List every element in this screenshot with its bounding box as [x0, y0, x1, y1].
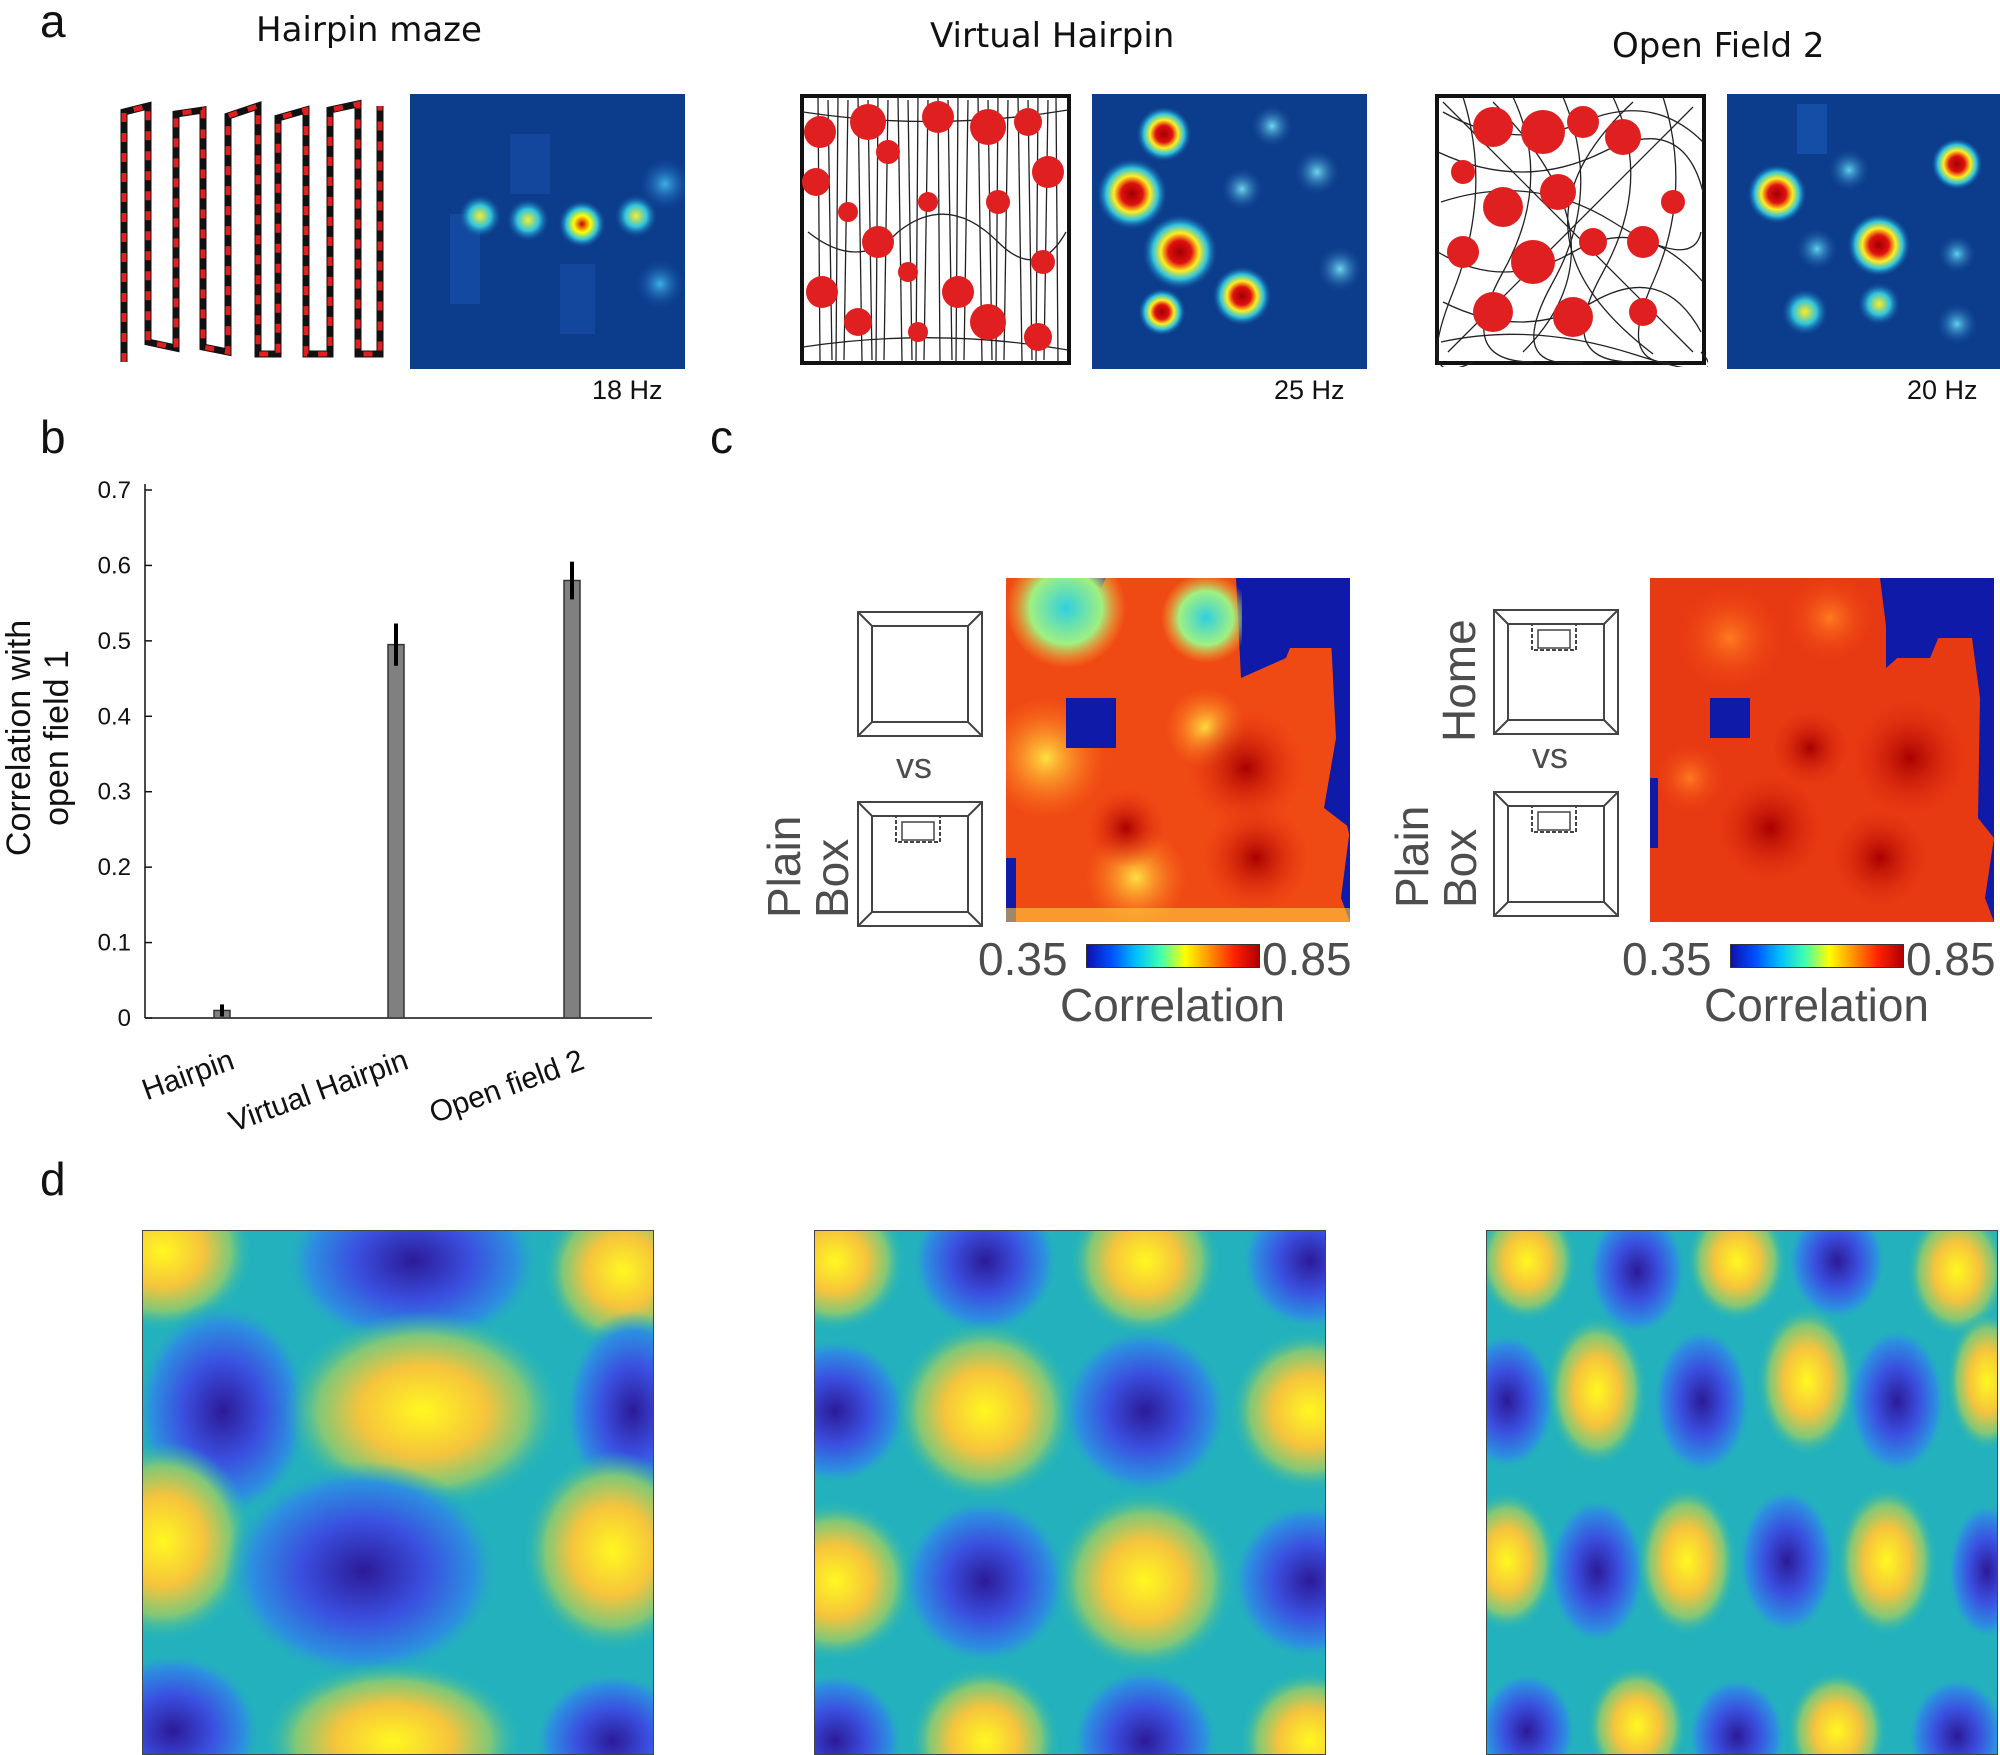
arena-label-right-line2: Box	[1434, 828, 1486, 908]
y-axis-label-line1: Correlation with	[0, 619, 38, 857]
peak-rate-virtual-hairpin: 25 Hz	[1274, 375, 1345, 405]
trajectory-virtual-hairpin	[798, 92, 1073, 367]
y-tick-label-4: 0.4	[98, 703, 131, 730]
y-tick-label-6: 0.6	[98, 552, 131, 579]
y-tick-label-5: 0.5	[98, 628, 131, 655]
arena-label-left-line2: Box	[806, 838, 858, 918]
colorbar-right	[1730, 944, 1904, 968]
arena-label-left: Plain Box	[758, 815, 858, 918]
condition-title-open-field-2: Open Field 2	[1612, 26, 1825, 66]
x-tick-label-1: Virtual Hairpin	[225, 1044, 413, 1139]
colorbar-right-min: 0.35	[1622, 933, 1712, 985]
bar-2	[563, 579, 581, 1019]
y-tick-label-1: 0.1	[98, 930, 131, 957]
trajectory-hairpin	[118, 92, 393, 367]
bar-1	[387, 643, 405, 1019]
colorbar-right-max: 0.85	[1906, 933, 1996, 985]
arena-label-right-top: Home	[1433, 619, 1485, 742]
colorbar-left-min: 0.35	[978, 933, 1068, 985]
correlation-map-left	[1006, 578, 1350, 922]
rate-map-virtual-hairpin	[1092, 94, 1367, 369]
panel-letter-d: d	[40, 1153, 66, 1205]
rate-map-open-field-2	[1727, 94, 2000, 369]
y-axis-label: Correlation with open field 1	[0, 588, 76, 888]
y-axis-label-line2: open field 1	[38, 650, 76, 826]
peak-rate-open-field-2: 20 Hz	[1907, 375, 1978, 405]
arena-label-right-line1: Plain	[1386, 805, 1438, 908]
condition-title-virtual-hairpin: Virtual Hairpin	[930, 16, 1175, 56]
colorbar-right-label: Correlation	[1704, 979, 1929, 1031]
grid-pattern-3	[1486, 1230, 1998, 1755]
arena-icon-left-top	[856, 610, 984, 743]
grid-pattern-2	[814, 1230, 1326, 1755]
grid-pattern-1	[142, 1230, 654, 1755]
panel-letter-b: b	[40, 411, 66, 463]
x-tick-label-2: Open field 2	[425, 1044, 588, 1130]
y-tick-label-7: 0.7	[98, 477, 131, 504]
panel-letter-a: a	[40, 0, 66, 47]
colorbar-left	[1086, 944, 1260, 968]
condition-title-hairpin: Hairpin maze	[256, 10, 482, 50]
vs-label-right: vs	[1532, 735, 1568, 776]
panel-letter-c: c	[710, 411, 733, 463]
peak-rate-hairpin: 18 Hz	[592, 375, 663, 405]
y-tick-label-0: 0	[118, 1005, 131, 1032]
trajectory-open-field-2	[1433, 92, 1708, 367]
bar-chart: 0 0.1 0.2 0.3 0.4 0.5 0.6 0.7 Hairpin Virtual Ha…	[0, 470, 700, 1150]
arena-icon-right-bottom	[1492, 790, 1620, 923]
arena-label-right: Plain Box	[1386, 805, 1486, 908]
correlation-map-right	[1650, 578, 1994, 922]
rate-map-hairpin	[410, 94, 685, 369]
colorbar-left-label: Correlation	[1060, 979, 1285, 1031]
y-tick-label-2: 0.2	[98, 854, 131, 881]
arena-label-left-line1: Plain	[758, 815, 810, 918]
vs-label-left: vs	[896, 745, 932, 786]
colorbar-left-max: 0.85	[1262, 933, 1352, 985]
y-tick-label-3: 0.3	[98, 779, 131, 806]
arena-icon-right-top	[1492, 608, 1620, 741]
x-tick-label-0: Hairpin	[138, 1044, 239, 1108]
arena-icon-left-bottom	[856, 800, 984, 933]
